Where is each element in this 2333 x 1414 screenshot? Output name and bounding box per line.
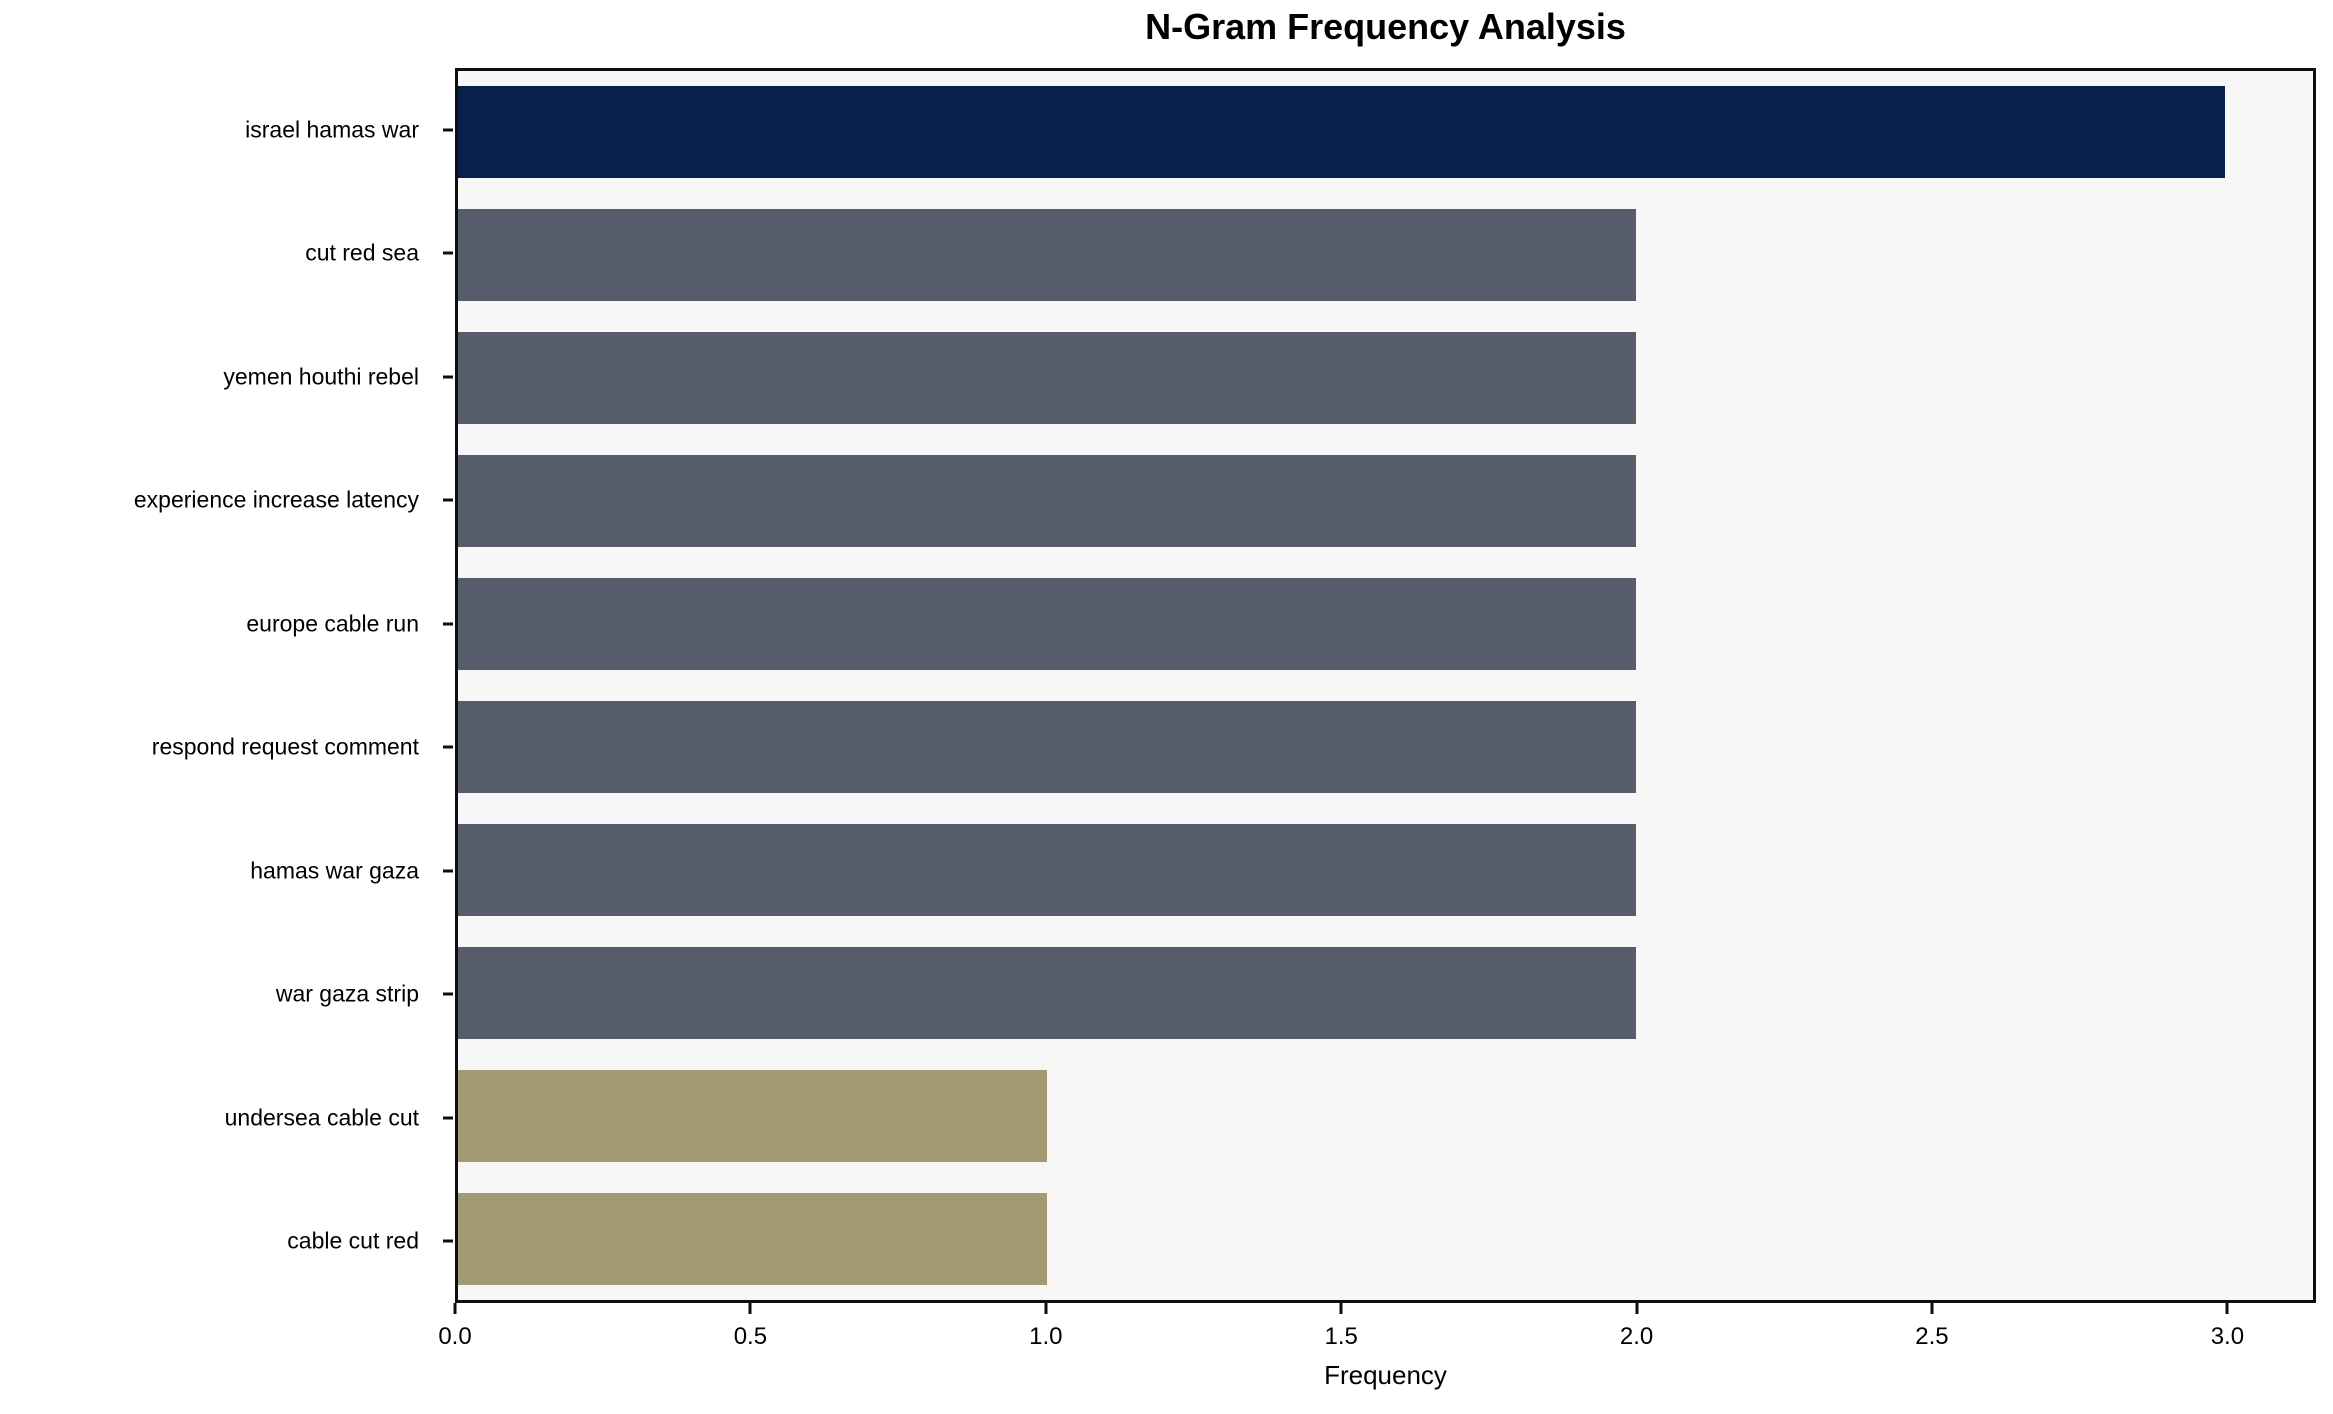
- bar: [458, 332, 1636, 425]
- x-tick-label: 1.0: [1029, 1323, 1063, 1350]
- y-tick-label: war gaza strip: [275, 980, 419, 1007]
- y-tick-mark: [443, 1116, 453, 1120]
- x-tick-label: 0.5: [733, 1323, 768, 1350]
- y-tick-mark: [443, 745, 453, 749]
- x-tick-label: 1.5: [1324, 1323, 1358, 1350]
- y-tick-mark: [443, 1239, 453, 1243]
- y-tick-mark: [443, 498, 453, 502]
- y-tick-label: cable cut red: [287, 1227, 419, 1254]
- bar: [458, 700, 1636, 793]
- y-axis-labels: israel hamas war cut red sea yemen houthi …: [0, 68, 453, 1303]
- x-axis: 0.0 0.5 1.0 1.5 2.0 2.5 3.0: [438, 1303, 2316, 1403]
- y-tick-label: hamas war gaza: [250, 857, 419, 884]
- bar: [458, 823, 1636, 916]
- plot-area: [455, 68, 2316, 1303]
- bar: [458, 209, 1636, 302]
- x-tick-mark: [1044, 1303, 1048, 1314]
- bar: [458, 1192, 1047, 1285]
- chart-title: N-Gram Frequency Analysis: [1145, 6, 1626, 47]
- y-tick-mark: [443, 869, 453, 873]
- y-tick-label: europe cable run: [246, 610, 419, 637]
- x-tick-mark: [1635, 1303, 1639, 1314]
- x-tick-mark: [748, 1303, 752, 1314]
- x-tick-mark: [453, 1303, 457, 1314]
- bar: [458, 946, 1636, 1039]
- x-axis-label: Frequency: [1324, 1360, 1447, 1390]
- x-tick-label: 0.0: [438, 1323, 472, 1350]
- bar: [458, 578, 1636, 671]
- x-tick-mark: [1339, 1303, 1343, 1314]
- bar: [458, 455, 1636, 548]
- y-tick-label: respond request comment: [151, 733, 419, 760]
- y-tick-label: experience increase latency: [133, 486, 419, 513]
- y-tick-mark: [443, 992, 453, 996]
- y-tick-label: cut red sea: [305, 239, 419, 266]
- y-tick-mark: [443, 375, 453, 379]
- bar: [458, 86, 2225, 179]
- x-tick-label: 2.5: [1915, 1323, 1949, 1350]
- x-tick-mark: [1930, 1303, 1934, 1314]
- x-tick-label: 2.0: [1619, 1323, 1654, 1350]
- y-tick-mark: [443, 251, 453, 255]
- x-tick-mark: [2225, 1303, 2229, 1314]
- bar: [458, 1069, 1047, 1162]
- y-tick-mark: [443, 128, 453, 132]
- y-tick-label: israel hamas war: [245, 116, 419, 143]
- x-tick-label: 3.0: [2210, 1323, 2245, 1350]
- y-tick-mark: [443, 622, 453, 626]
- y-tick-label: undersea cable cut: [224, 1104, 419, 1131]
- y-tick-label: yemen houthi rebel: [223, 363, 419, 390]
